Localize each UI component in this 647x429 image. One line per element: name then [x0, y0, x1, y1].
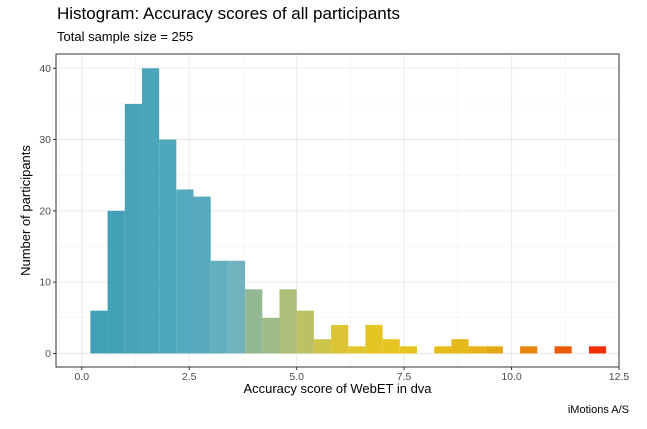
histogram-bar — [107, 210, 125, 354]
y-tick-label: 10 — [39, 277, 51, 289]
histogram-bar — [296, 310, 314, 354]
chart-caption: iMotions A/S — [567, 404, 629, 416]
y-tick-label: 0 — [45, 348, 51, 360]
histogram-bar — [262, 317, 280, 354]
x-tick-label: 0.0 — [74, 371, 89, 383]
histogram-bar — [279, 289, 297, 354]
x-axis-ticks: 0.0 2.5 5.0 7.5 10.0 12.5 — [74, 367, 629, 383]
x-tick-label: 10.0 — [501, 371, 522, 383]
histogram-bar — [382, 339, 400, 354]
histogram-bar — [399, 346, 418, 354]
x-tick-label: 2.5 — [182, 371, 197, 383]
histogram-bar — [520, 346, 538, 354]
x-axis-title: Accuracy score of WebET in dva — [243, 381, 432, 396]
histogram-bar — [331, 324, 349, 354]
histogram-bar — [485, 346, 503, 354]
x-tick-label: 5.0 — [289, 371, 304, 383]
histogram-bar — [365, 324, 383, 354]
histogram-bar — [554, 346, 572, 354]
histogram-bar — [176, 189, 194, 354]
histogram-bar — [313, 339, 332, 354]
chart-title: Histogram: Accuracy scores of all partic… — [57, 4, 400, 23]
y-tick-label: 30 — [39, 134, 51, 146]
histogram-bars — [90, 68, 607, 354]
histogram-bar — [245, 289, 263, 354]
histogram-bar — [193, 196, 211, 354]
histogram-bar — [451, 339, 469, 354]
histogram-bar — [210, 260, 228, 354]
y-axis-title: Number of participants — [18, 145, 33, 276]
x-tick-label: 12.5 — [609, 371, 630, 383]
histogram-bar — [227, 260, 246, 354]
chart-subtitle: Total sample size = 255 — [57, 29, 194, 44]
y-tick-label: 20 — [39, 205, 51, 217]
histogram-bar — [434, 346, 452, 354]
histogram-bar — [159, 139, 177, 354]
x-tick-label: 7.5 — [397, 371, 412, 383]
y-tick-label: 40 — [39, 63, 51, 75]
histogram-bar — [90, 310, 108, 354]
histogram-bar — [141, 68, 160, 354]
y-axis-ticks: 0 10 20 30 40 — [39, 63, 56, 360]
histogram-bar — [124, 103, 142, 354]
histogram-bar — [468, 346, 486, 354]
histogram-bar — [588, 346, 607, 354]
histogram-bar — [348, 346, 366, 354]
